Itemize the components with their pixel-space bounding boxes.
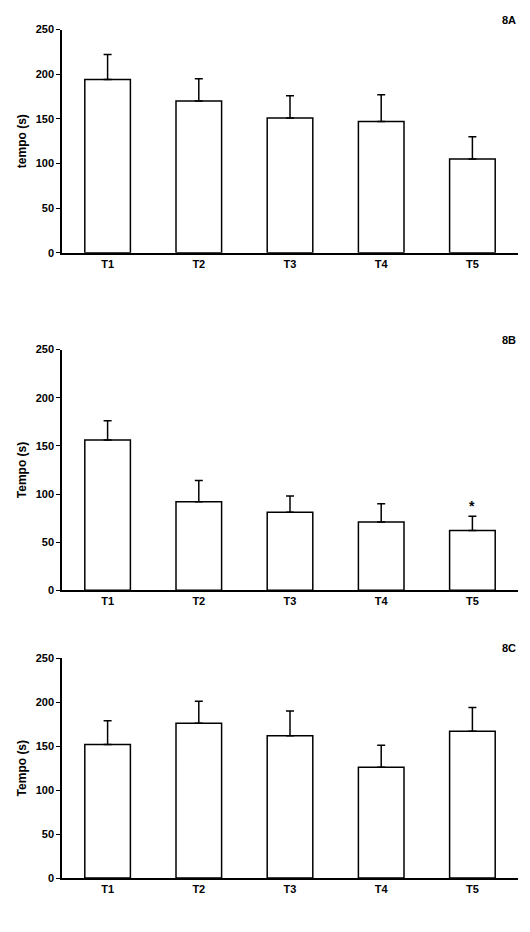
svg-text:8B: 8B [502,334,516,346]
svg-text:T5: T5 [466,883,479,895]
svg-text:8C: 8C [502,642,516,654]
svg-text:250: 250 [36,23,54,35]
svg-text:50: 50 [42,536,54,548]
svg-text:T1: T1 [101,883,114,895]
svg-text:0: 0 [48,584,54,596]
svg-text:T1: T1 [101,258,114,270]
svg-text:8A: 8A [502,14,516,26]
svg-text:100: 100 [36,488,54,500]
svg-text:Tempo (s): Tempo (s) [15,442,29,498]
svg-text:T2: T2 [192,258,205,270]
svg-text:T3: T3 [284,595,297,607]
svg-text:150: 150 [36,113,54,125]
svg-text:tempo (s): tempo (s) [15,114,29,168]
svg-text:T4: T4 [375,258,389,270]
svg-text:50: 50 [42,828,54,840]
svg-text:250: 250 [36,652,54,664]
svg-text:T3: T3 [284,883,297,895]
svg-text:200: 200 [36,392,54,404]
svg-text:100: 100 [36,784,54,796]
svg-text:T2: T2 [192,595,205,607]
svg-text:50: 50 [42,202,54,214]
svg-text:T5: T5 [466,258,479,270]
svg-text:200: 200 [36,68,54,80]
svg-text:T1: T1 [101,595,114,607]
svg-text:0: 0 [48,247,54,259]
svg-text:Tempo (s): Tempo (s) [15,740,29,796]
svg-text:150: 150 [36,740,54,752]
svg-text:T5: T5 [466,595,479,607]
svg-text:T4: T4 [375,595,389,607]
svg-text:200: 200 [36,696,54,708]
svg-text:250: 250 [36,343,54,355]
svg-text:0: 0 [48,872,54,884]
svg-text:150: 150 [36,440,54,452]
svg-text:T2: T2 [192,883,205,895]
svg-text:T4: T4 [375,883,389,895]
svg-text:100: 100 [36,157,54,169]
svg-text:*: * [469,498,475,514]
svg-text:T3: T3 [284,258,297,270]
